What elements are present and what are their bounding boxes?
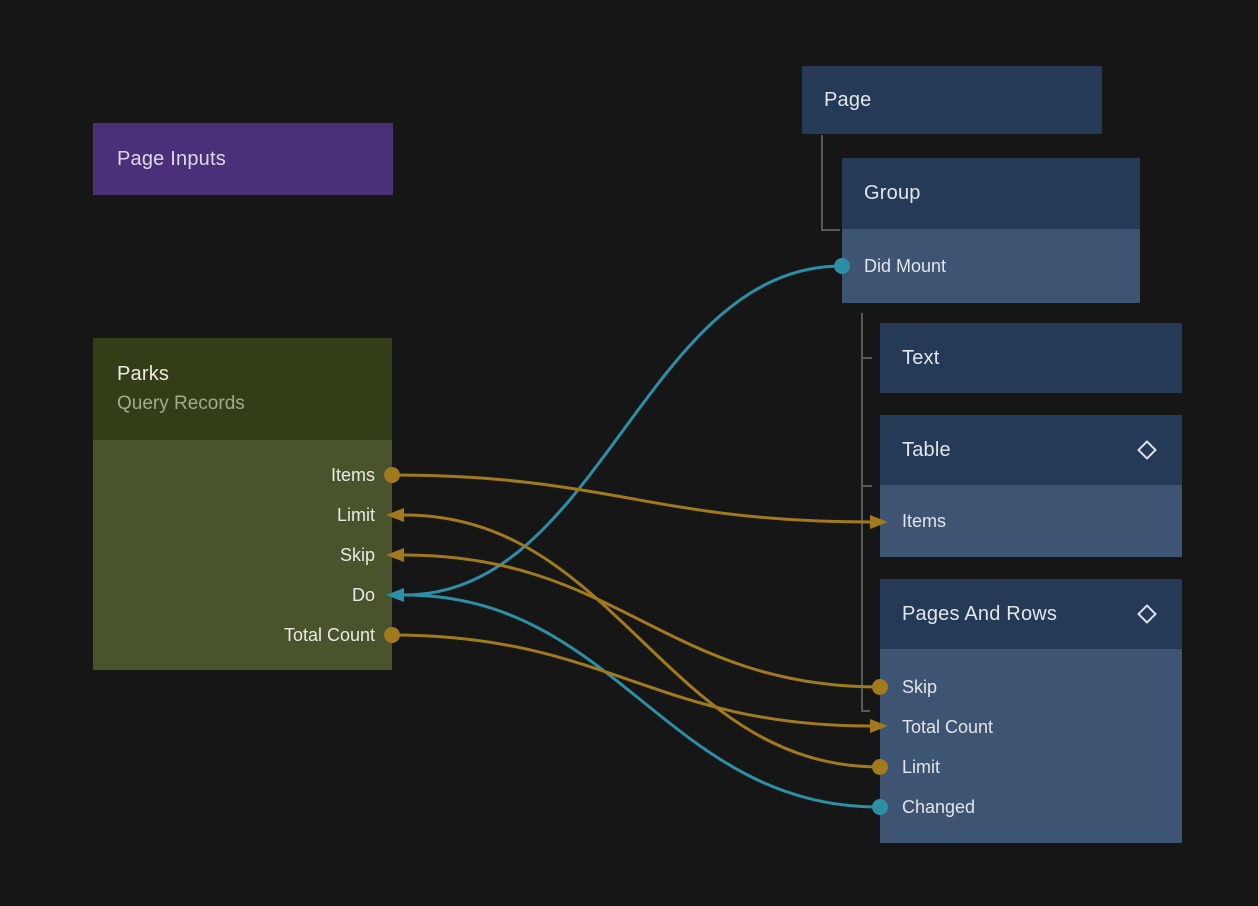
node-body: Skip Total Count Limit Changed bbox=[880, 649, 1182, 843]
node-page-inputs[interactable]: Page Inputs bbox=[93, 123, 393, 195]
port-skip[interactable]: Skip bbox=[339, 544, 375, 565]
node-body: Items Limit Skip Do Total Count bbox=[93, 440, 392, 670]
node-header: Group bbox=[842, 158, 1140, 229]
node-header: Page bbox=[802, 66, 1102, 134]
node-header: Pages And Rows bbox=[880, 579, 1182, 649]
node-group[interactable]: Group Did Mount bbox=[842, 158, 1140, 303]
node-table[interactable]: Table Items bbox=[880, 415, 1182, 557]
node-title: Table bbox=[902, 438, 951, 461]
node-subtitle: Query Records bbox=[117, 393, 245, 414]
node-header: Parks Query Records bbox=[93, 338, 392, 440]
node-header: Text bbox=[880, 323, 1182, 393]
port-skip[interactable]: Skip bbox=[902, 676, 938, 697]
wire-group.didmount-to-parks.do[interactable] bbox=[403, 264, 843, 597]
diamond-icon bbox=[1134, 601, 1160, 627]
node-text[interactable]: Text bbox=[880, 323, 1182, 393]
wire-par.skip-to-parks.skip[interactable] bbox=[403, 553, 881, 689]
node-page[interactable]: Page bbox=[802, 66, 1102, 134]
port-do[interactable]: Do bbox=[351, 584, 375, 605]
wire-parks.items-to-table.items[interactable] bbox=[391, 473, 871, 524]
diamond-icon bbox=[1134, 437, 1160, 463]
port-items[interactable]: Items bbox=[330, 464, 375, 485]
port-did-mount[interactable]: Did Mount bbox=[842, 229, 1140, 303]
node-header: Table bbox=[880, 415, 1182, 485]
node-title: Page bbox=[824, 88, 872, 111]
wire-par.limit-to-parks.limit[interactable] bbox=[403, 513, 881, 769]
node-title: Pages And Rows bbox=[902, 602, 1058, 625]
node-title: Group bbox=[864, 182, 921, 204]
port-items[interactable]: Items bbox=[880, 485, 1182, 557]
wire-parks.totalcount-to-par.totalcount[interactable] bbox=[391, 633, 871, 728]
tree-connector-group-children bbox=[861, 313, 870, 712]
node-title: Parks bbox=[117, 363, 170, 385]
wire-par.changed-to-parks.do[interactable] bbox=[403, 593, 881, 809]
tree-connector-page-group bbox=[821, 135, 840, 231]
node-pages-and-rows[interactable]: Pages And Rows Skip Total Count Limit Ch… bbox=[880, 579, 1182, 843]
node-title: Page Inputs bbox=[117, 147, 226, 170]
port-limit[interactable]: Limit bbox=[336, 504, 375, 525]
port-limit[interactable]: Limit bbox=[902, 756, 941, 777]
node-title: Text bbox=[902, 346, 940, 369]
port-total-count[interactable]: Total Count bbox=[283, 624, 375, 645]
port-changed[interactable]: Changed bbox=[902, 796, 976, 817]
port-total-count[interactable]: Total Count bbox=[902, 716, 994, 737]
node-parks-query-records[interactable]: Parks Query Records Items Limit Skip Do … bbox=[93, 338, 392, 670]
